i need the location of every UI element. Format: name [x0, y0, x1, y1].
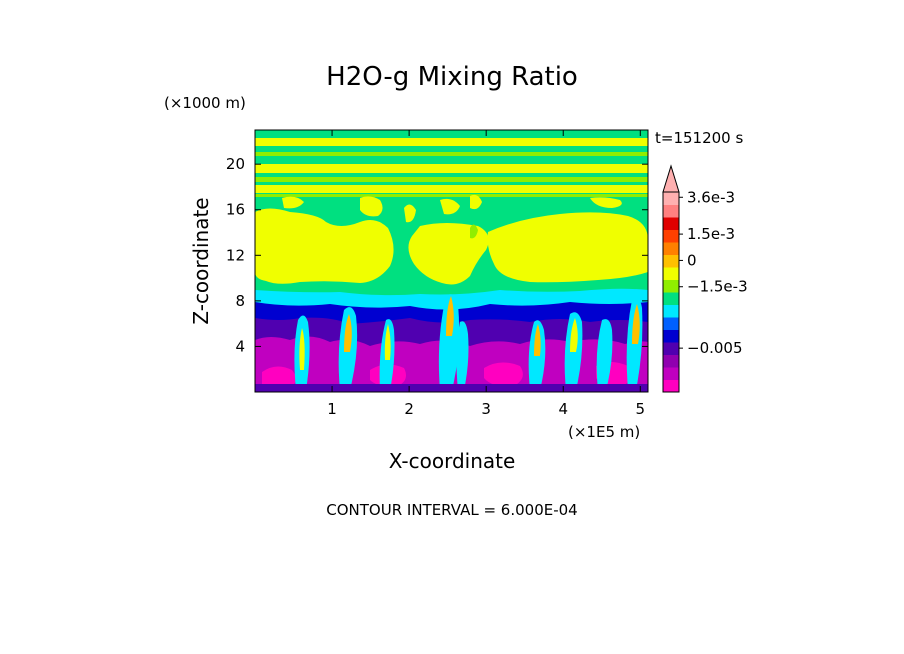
- x-tick-label: 5: [636, 400, 646, 418]
- colorbar: 3.6e-3 1.5e-3 0 −1.5e-3 −0.005: [662, 164, 748, 393]
- contour-interval: CONTOUR INTERVAL = 6.000E-04: [326, 501, 577, 519]
- moist-blob: [255, 208, 394, 284]
- y-axis: 4 8 12 16 20: [226, 155, 648, 355]
- moist-blob: [487, 212, 648, 283]
- colorbar-segment: [663, 192, 679, 205]
- colorbar-frame: [662, 191, 680, 393]
- y-unit-label: (×1000 m): [164, 94, 246, 112]
- plume: [384, 324, 391, 360]
- colorbar-segment: [663, 329, 679, 343]
- dry-pocket: [262, 366, 296, 388]
- colorbar-segment: [663, 279, 679, 293]
- plot-area: [255, 130, 648, 392]
- x-axis-label: X-coordinate: [389, 449, 516, 473]
- moist-blob: [590, 197, 622, 208]
- x-tick-label: 1: [327, 400, 337, 418]
- y-tick-label: 12: [226, 246, 245, 264]
- moist-fragment: [470, 194, 482, 210]
- y-tick-label: 16: [226, 201, 245, 219]
- colorbar-tick-label: −1.5e-3: [687, 278, 748, 296]
- moist-blob: [408, 223, 489, 285]
- colorbar-segment: [663, 304, 679, 318]
- surface-layer: [255, 384, 648, 392]
- colorbar-segment: [663, 292, 679, 305]
- colorbar-segment: [663, 204, 679, 218]
- upper-stripe: [255, 185, 648, 193]
- y-axis-label: Z-coordinate: [189, 197, 213, 324]
- colorbar-tick-label: 3.6e-3: [687, 188, 735, 206]
- plume: [438, 294, 460, 390]
- plume: [446, 296, 454, 336]
- plume: [570, 318, 578, 352]
- plume: [456, 321, 469, 390]
- upper-stripe: [255, 194, 648, 197]
- plume: [632, 304, 640, 344]
- plume: [299, 328, 305, 370]
- moist-fragment: [282, 196, 304, 209]
- upper-stripe: [255, 164, 648, 173]
- colorbar-segment: [663, 342, 679, 355]
- y-tick-label: 8: [235, 292, 245, 310]
- colorbar-segment: [663, 217, 679, 230]
- x-tick-label: 3: [481, 400, 491, 418]
- colorbar-segment: [663, 379, 679, 393]
- moist-blob: [360, 196, 383, 217]
- y-tick-label: 4: [235, 337, 245, 355]
- colorbar-segment: [663, 254, 679, 268]
- colorbar-overflow-arrow: [662, 164, 680, 193]
- plume: [596, 319, 613, 390]
- moist-fragment: [404, 204, 416, 223]
- plume: [344, 314, 352, 352]
- upper-stripe: [255, 152, 648, 156]
- colorbar-tick-label: −0.005: [687, 339, 743, 357]
- dry-pocket: [484, 362, 523, 387]
- x-axis: 1 2 3 4 5: [327, 130, 645, 418]
- colorbar-segment: [663, 267, 679, 280]
- colorbar-tick-label: 1.5e-3: [687, 225, 735, 243]
- colorbar-segment: [663, 354, 679, 368]
- x-unit-label: (×1E5 m): [568, 423, 640, 441]
- x-tick-label: 2: [404, 400, 414, 418]
- moist-fragment: [440, 198, 460, 215]
- plume: [534, 324, 541, 356]
- time-label: t=151200 s: [655, 129, 743, 147]
- y-tick-label: 20: [226, 155, 245, 173]
- upper-stripe: [255, 177, 648, 182]
- x-tick-label: 4: [558, 400, 568, 418]
- colorbar-segment: [663, 317, 679, 330]
- colorbar-segment: [663, 229, 679, 243]
- colorbar-segment: [663, 367, 679, 380]
- plot-frame: [254, 129, 649, 393]
- upper-stripe: [255, 138, 648, 146]
- colorbar-segment: [663, 242, 679, 255]
- colorbar-tick-label: 0: [687, 251, 697, 269]
- moist-fragment: [470, 224, 478, 239]
- chart-title: H2O-g Mixing Ratio: [326, 62, 578, 92]
